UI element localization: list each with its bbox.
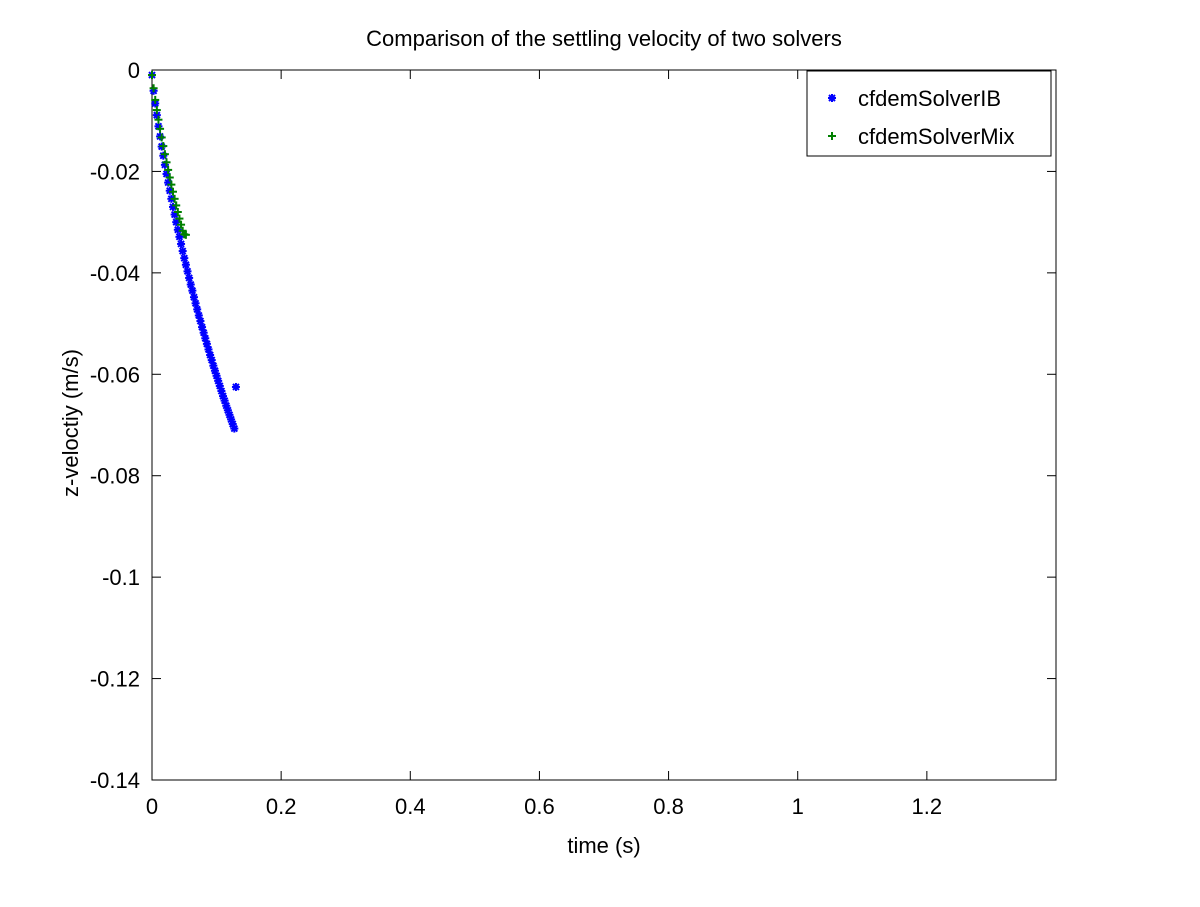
plot-area: 0 0.2 0.4 0.6 0.8 1 1.2 0 -0.02 -0.04 -0.06 -0.08 -… <box>90 58 1057 819</box>
legend-box <box>806 70 1052 157</box>
data-point <box>177 239 186 248</box>
data-point <box>160 150 169 159</box>
data-point <box>156 132 165 141</box>
x-axis-label: time (s) <box>567 833 640 858</box>
x-tick-label: 0.8 <box>653 794 684 819</box>
x-tick-label: 0.6 <box>524 794 555 819</box>
x-tick-label: 0.2 <box>266 794 297 819</box>
data-point <box>172 201 181 210</box>
data-point <box>181 230 190 239</box>
data-point <box>159 142 168 151</box>
x-tick-label: 1 <box>792 794 804 819</box>
x-axis-ticks: 0 0.2 0.4 0.6 0.8 1 1.2 <box>146 70 942 819</box>
legend-marker <box>828 132 836 140</box>
data-point <box>183 267 192 276</box>
data-point <box>178 247 187 256</box>
data-point <box>148 71 156 80</box>
data-point <box>154 115 163 124</box>
data-point <box>189 293 198 302</box>
data-point <box>165 173 174 182</box>
data-point <box>170 194 179 203</box>
chart-title: Comparison of the settling velocity of t… <box>366 26 842 51</box>
data-point <box>180 254 189 263</box>
data-point <box>151 95 160 104</box>
y-tick-label: -0.08 <box>90 464 140 489</box>
legend-items: cfdemSolverIB cfdemSolverMix <box>828 86 1014 149</box>
data-point <box>185 273 194 282</box>
legend-label: cfdemSolverMix <box>858 124 1014 149</box>
series-cfdemSolverMix <box>148 71 190 239</box>
x-tick-label: 0.4 <box>395 794 426 819</box>
y-tick-label: -0.02 <box>90 159 140 184</box>
y-axis-ticks: 0 -0.02 -0.04 -0.06 -0.08 -0.1 -0.12 -0.14 <box>90 58 1056 793</box>
data-point <box>157 133 166 142</box>
data-point <box>181 260 190 269</box>
data-point <box>186 280 195 289</box>
legend-label: cfdemSolverIB <box>858 86 1001 111</box>
data-point <box>162 158 171 167</box>
data-point <box>164 165 173 174</box>
data-point <box>230 424 239 433</box>
series-layer <box>148 71 240 433</box>
data-point <box>193 305 202 314</box>
data-point <box>188 286 197 295</box>
data-point <box>173 208 182 216</box>
y-tick-label: -0.06 <box>90 362 140 387</box>
data-point <box>167 180 176 189</box>
data-point <box>175 214 184 223</box>
data-point <box>168 187 177 196</box>
y-tick-label: -0.14 <box>90 768 140 793</box>
data-point <box>177 220 186 229</box>
legend-marker <box>828 94 836 102</box>
x-tick-label: 0 <box>146 794 158 819</box>
legend: cfdemSolverIB cfdemSolverMix <box>806 70 1052 157</box>
data-point <box>191 299 200 308</box>
y-axis-label: z-veloctiy (m/s) <box>58 349 83 497</box>
data-point <box>231 382 240 391</box>
y-tick-label: -0.1 <box>102 565 140 590</box>
data-point <box>149 84 158 93</box>
data-point <box>156 124 165 133</box>
data-point <box>196 317 205 326</box>
y-tick-label: -0.12 <box>90 667 140 692</box>
data-point <box>152 106 161 115</box>
plot-frame <box>151 69 1057 781</box>
y-tick-label: 0 <box>128 58 140 83</box>
x-tick-label: 1.2 <box>912 794 943 819</box>
y-tick-label: -0.04 <box>90 261 140 286</box>
